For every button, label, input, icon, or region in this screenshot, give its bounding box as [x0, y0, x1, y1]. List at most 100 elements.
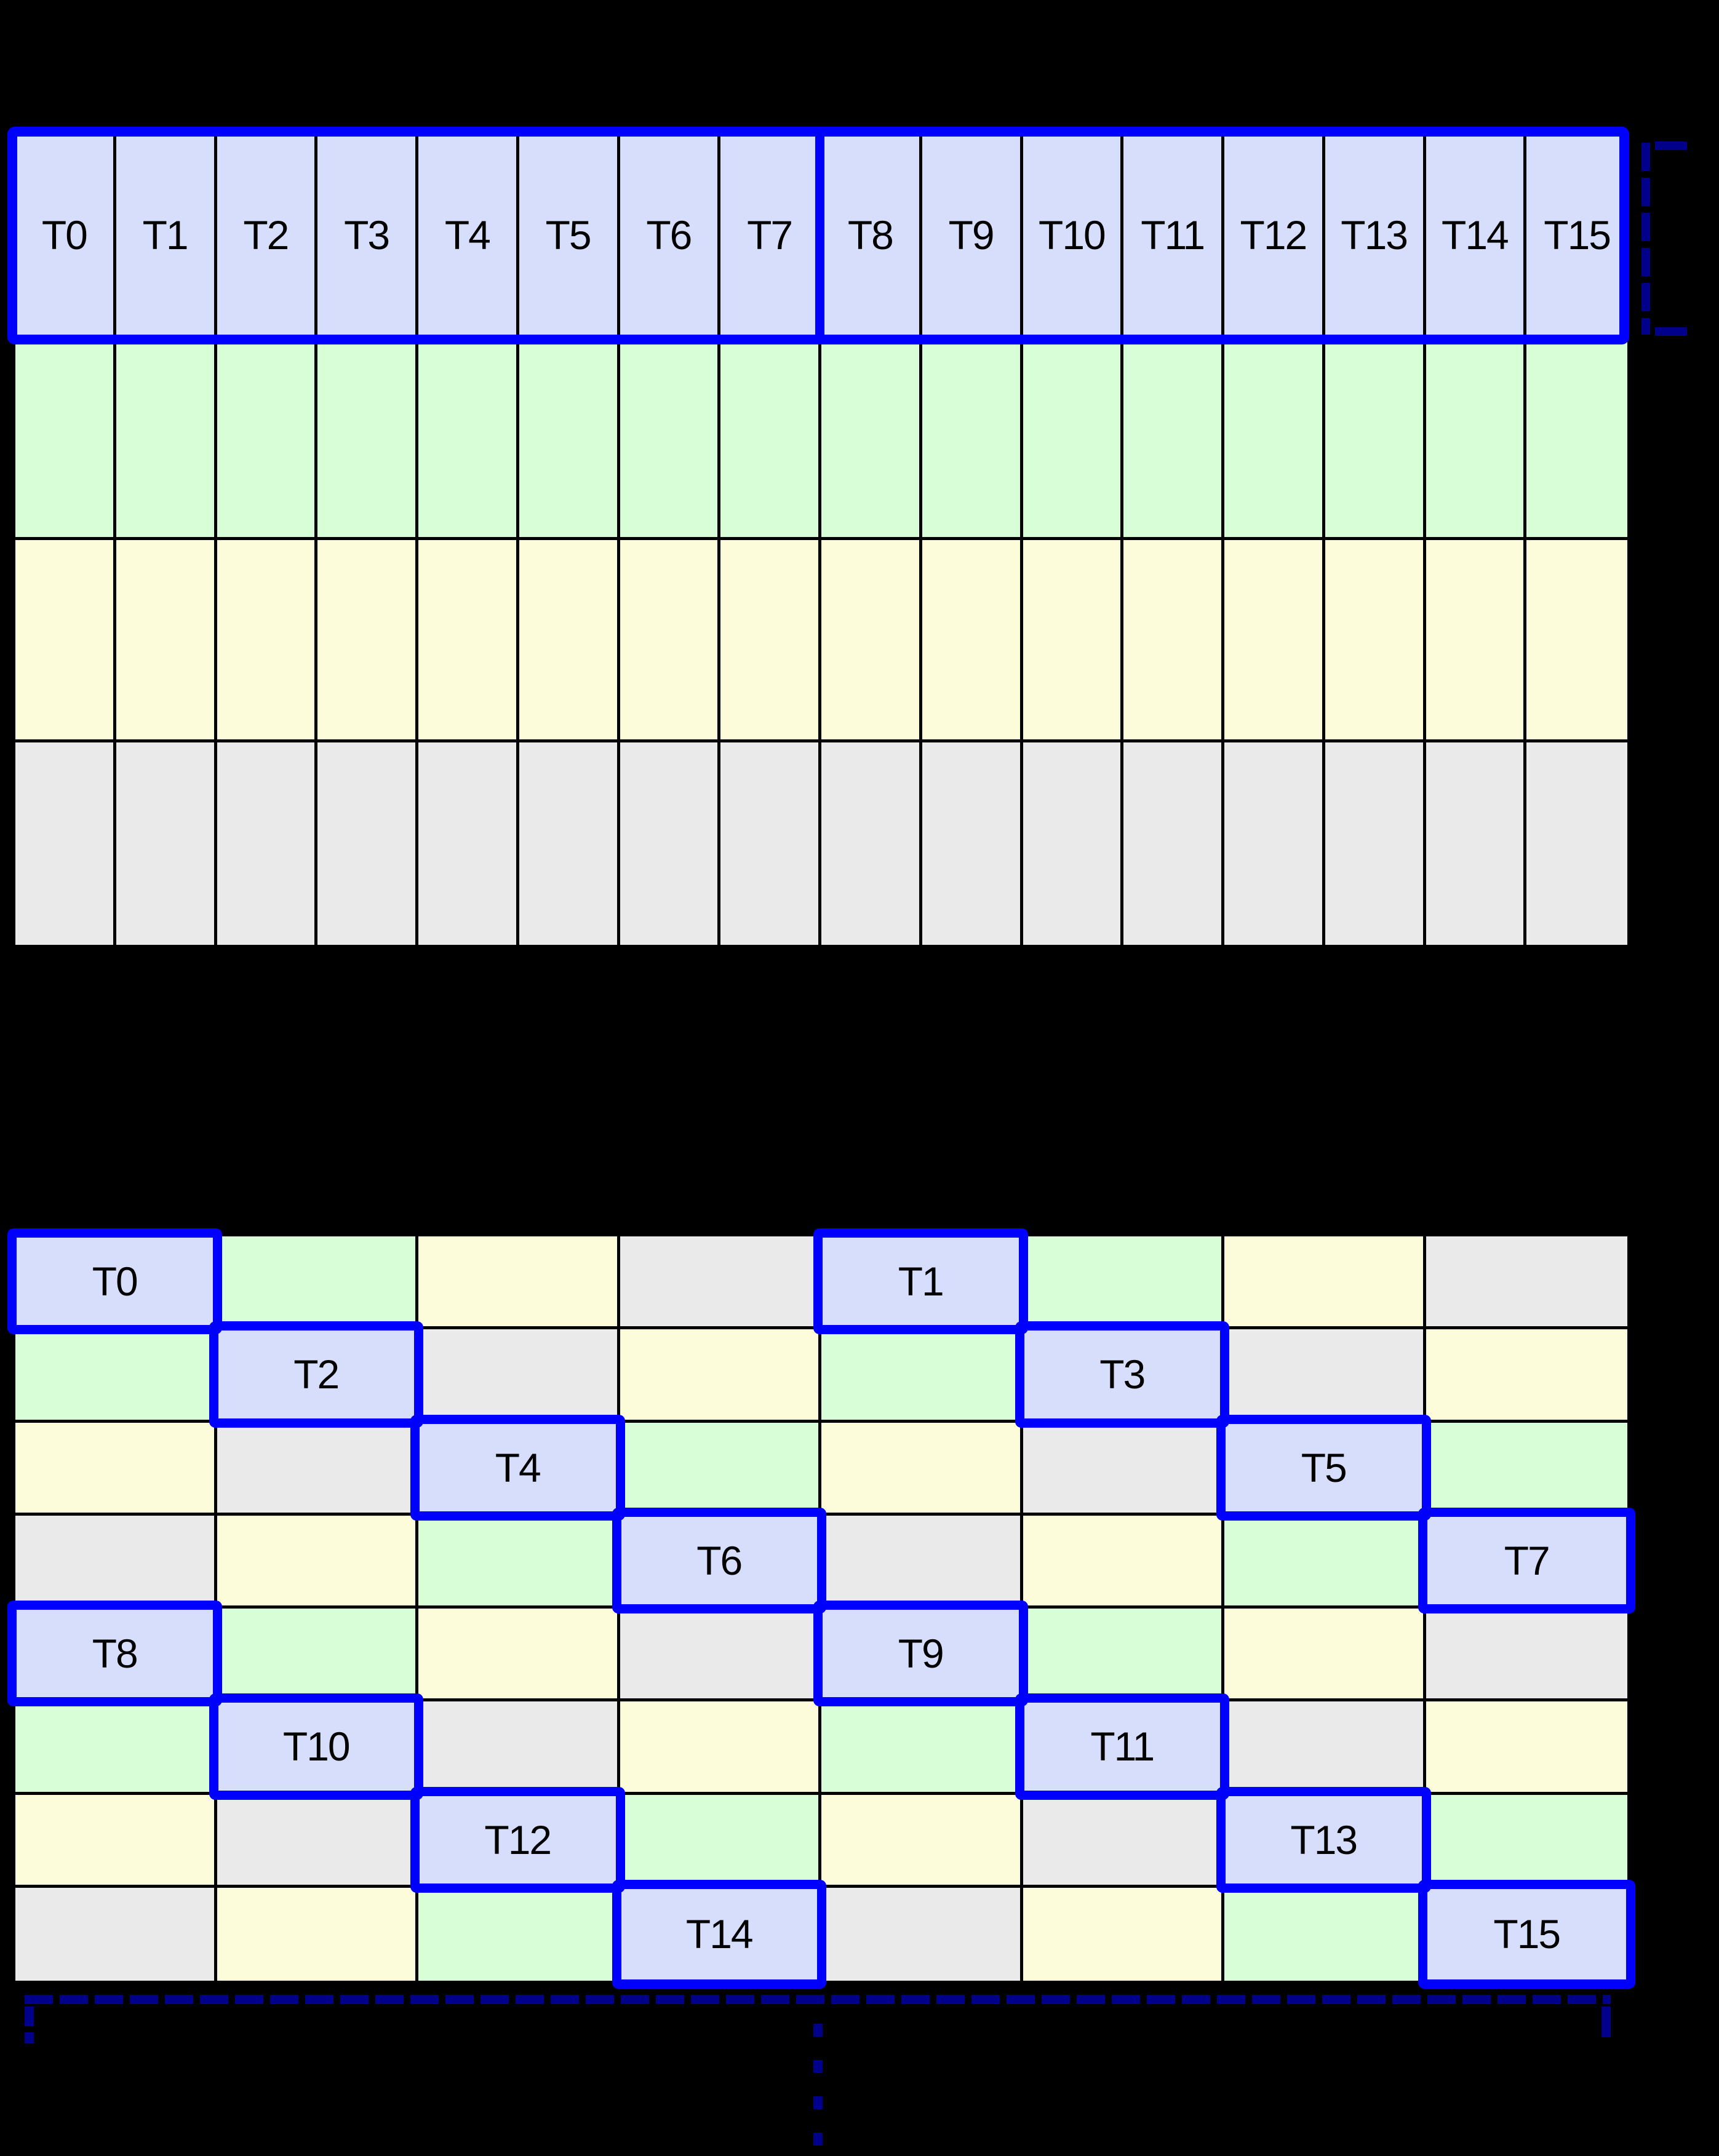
memory-cell — [720, 338, 821, 540]
memory-cell — [217, 1609, 418, 1702]
memory-cell — [217, 1515, 418, 1609]
thread-header-cell: T5 — [519, 135, 620, 338]
linear-memory-table: T0 T1 T2 T3 T4 T5 T6 T7 T8 T9 T10 T11 T12 T13 T14 T15 — [7, 127, 1630, 948]
warp-bracket-top-tick — [1655, 141, 1687, 150]
thread-header-cell: T11 — [1123, 135, 1224, 338]
thread-label: T0 — [41, 212, 88, 258]
memory-cell — [1224, 1515, 1426, 1609]
thread-header-cell: T7 — [720, 135, 821, 338]
thread-label: T0 — [92, 1259, 138, 1305]
memory-cell — [217, 742, 318, 945]
memory-cell — [519, 338, 620, 540]
memory-cell — [15, 1887, 217, 1981]
memory-cell — [922, 540, 1023, 742]
memory-cell — [1325, 540, 1426, 742]
thread-label: T9 — [948, 212, 995, 258]
thread-access-cell: T4 — [410, 1414, 625, 1521]
thread-label: T13 — [1290, 1816, 1358, 1863]
thread-label: T12 — [484, 1816, 552, 1863]
thread-access-cell: T9 — [813, 1601, 1028, 1707]
permuted-memory-table: T0 T1 T2 T3 T4 T5 T6 T7 T8 T9 T10 T11 T12 T13 T14 T15 — [7, 1228, 1635, 1989]
thread-label: T10 — [282, 1724, 351, 1770]
memory-cell — [620, 1236, 821, 1330]
thread-label: T4 — [495, 1444, 541, 1490]
memory-cell — [821, 1422, 1023, 1516]
memory-cell — [1426, 1701, 1627, 1795]
thread-access-cell: T5 — [1216, 1414, 1431, 1521]
memory-cell — [1023, 742, 1124, 945]
thread-access-cell: T11 — [1015, 1693, 1229, 1800]
memory-cell — [1023, 1422, 1224, 1516]
memory-cell — [1426, 742, 1527, 945]
memory-cell — [317, 338, 418, 540]
memory-cell — [1426, 1609, 1627, 1702]
memory-cell — [15, 338, 116, 540]
memory-cell — [317, 742, 418, 945]
memory-cell — [418, 1515, 620, 1609]
thread-label: T6 — [646, 212, 692, 258]
thread-label: T12 — [1240, 212, 1308, 258]
thread-access-cell: T0 — [7, 1228, 222, 1335]
memory-cell — [1224, 338, 1325, 540]
warp-bracket-bottom-tick — [1655, 327, 1687, 336]
memory-cell — [1123, 338, 1224, 540]
thread-label: T13 — [1341, 212, 1408, 258]
memory-cell — [15, 540, 116, 742]
memory-cell — [217, 1422, 418, 1516]
thread-header-cell: T0 — [15, 135, 116, 338]
thread-header-cell: T3 — [317, 135, 418, 338]
memory-cell — [15, 1794, 217, 1888]
memory-cell — [1224, 1329, 1426, 1423]
memory-cell — [116, 742, 217, 945]
thread-label: T2 — [243, 212, 289, 258]
memory-cell — [418, 1701, 620, 1795]
memory-cell — [418, 742, 519, 945]
thread-access-cell: T1 — [813, 1228, 1028, 1335]
memory-cell — [1325, 338, 1426, 540]
memory-cell — [1224, 540, 1325, 742]
thread-label: T6 — [696, 1537, 743, 1583]
thread-label: T7 — [747, 212, 793, 258]
thread-access-cell: T2 — [209, 1321, 423, 1428]
memory-cell — [1023, 1887, 1224, 1981]
memory-cell — [418, 1609, 620, 1702]
memory-cell — [1023, 338, 1124, 540]
memory-cell — [821, 1887, 1023, 1981]
thread-label: T7 — [1504, 1537, 1550, 1583]
memory-cell — [821, 1329, 1023, 1423]
thread-label: T15 — [1493, 1911, 1561, 1957]
memory-cell — [922, 338, 1023, 540]
memory-cell — [418, 338, 519, 540]
thread-label: T8 — [847, 212, 894, 258]
memory-cell — [1023, 1515, 1224, 1609]
warp-bracket-line — [1641, 143, 1650, 335]
memory-cell — [317, 540, 418, 742]
memory-cell — [1526, 742, 1627, 945]
bottom-bracket-right-tick — [1601, 2007, 1611, 2037]
memory-cell — [1224, 742, 1325, 945]
memory-cell — [620, 1329, 821, 1423]
memory-cell — [1426, 1329, 1627, 1423]
memory-cell — [620, 742, 721, 945]
thread-header-cell: T8 — [821, 135, 922, 338]
thread-label: T4 — [444, 212, 491, 258]
memory-cell — [620, 1701, 821, 1795]
thread-label: T8 — [92, 1631, 138, 1677]
memory-cell — [821, 338, 922, 540]
memory-cell — [821, 742, 922, 945]
thread-label: T3 — [344, 212, 390, 258]
memory-cell — [1426, 540, 1527, 742]
memory-cell — [116, 540, 217, 742]
memory-cell — [15, 742, 116, 945]
memory-cell — [1023, 1794, 1224, 1888]
memory-cell — [922, 742, 1023, 945]
memory-cell — [217, 1794, 418, 1888]
thread-header-cell: T1 — [116, 135, 217, 338]
memory-cell — [720, 742, 821, 945]
thread-access-cell: T13 — [1216, 1786, 1431, 1893]
thread-header-cell: T4 — [418, 135, 519, 338]
memory-cell — [620, 1794, 821, 1888]
thread-label: T10 — [1039, 212, 1106, 258]
bottom-bracket-line — [25, 1995, 1611, 2004]
